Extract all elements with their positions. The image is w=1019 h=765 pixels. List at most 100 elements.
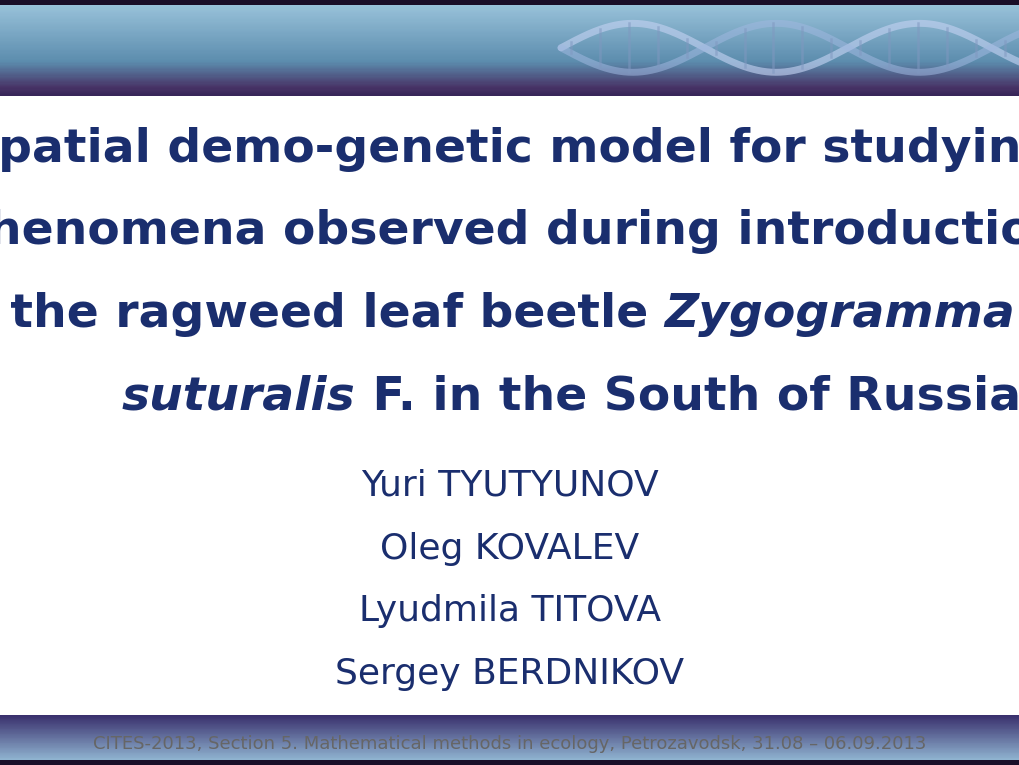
Bar bbox=[0, 67, 1019, 68]
Bar bbox=[0, 750, 1019, 752]
Bar bbox=[0, 93, 1019, 94]
Bar bbox=[0, 718, 1019, 719]
Bar bbox=[0, 37, 1019, 40]
Text: of the ragweed leaf beetle: of the ragweed leaf beetle bbox=[0, 292, 663, 337]
Bar bbox=[0, 31, 1019, 32]
Bar bbox=[0, 29, 1019, 31]
Bar bbox=[0, 763, 1019, 765]
Bar bbox=[0, 744, 1019, 746]
Bar bbox=[0, 0, 1019, 2]
Bar bbox=[0, 721, 1019, 722]
Text: phenomena observed during introduction: phenomena observed during introduction bbox=[0, 210, 1019, 254]
Bar bbox=[0, 753, 1019, 754]
Bar bbox=[0, 93, 1019, 96]
Bar bbox=[0, 739, 1019, 741]
Bar bbox=[0, 14, 1019, 15]
Bar bbox=[0, 3, 1019, 5]
Text: Sergey BERDNIKOV: Sergey BERDNIKOV bbox=[335, 657, 684, 691]
Bar bbox=[0, 47, 1019, 49]
Bar bbox=[0, 73, 1019, 75]
Bar bbox=[0, 754, 1019, 755]
Bar bbox=[0, 39, 1019, 41]
Bar bbox=[0, 28, 1019, 30]
Bar bbox=[0, 90, 1019, 92]
Bar bbox=[0, 736, 1019, 737]
Bar bbox=[0, 761, 1019, 763]
Bar bbox=[0, 4, 1019, 6]
Bar bbox=[0, 733, 1019, 734]
Bar bbox=[0, 76, 1019, 78]
Text: Spatial demo-genetic model for studying: Spatial demo-genetic model for studying bbox=[0, 127, 1019, 171]
Bar bbox=[0, 72, 1019, 74]
Bar bbox=[0, 741, 1019, 743]
Bar bbox=[0, 756, 1019, 757]
Bar bbox=[0, 59, 1019, 61]
Bar bbox=[0, 734, 1019, 736]
Bar bbox=[0, 723, 1019, 724]
Bar bbox=[0, 55, 1019, 57]
Bar bbox=[0, 52, 1019, 54]
Bar bbox=[0, 86, 1019, 89]
Bar bbox=[0, 5, 1019, 7]
Bar bbox=[0, 34, 1019, 36]
Bar bbox=[0, 741, 1019, 742]
Bar bbox=[0, 67, 1019, 70]
Bar bbox=[0, 25, 1019, 28]
Bar bbox=[0, 61, 1019, 63]
Bar bbox=[0, 60, 1019, 62]
Bar bbox=[0, 15, 1019, 17]
Bar bbox=[0, 744, 1019, 745]
Text: F. in the South of Russia: F. in the South of Russia bbox=[356, 375, 1019, 419]
Bar bbox=[0, 6, 1019, 8]
Bar bbox=[0, 82, 1019, 83]
Bar bbox=[0, 21, 1019, 23]
Bar bbox=[0, 750, 1019, 751]
Bar bbox=[0, 722, 1019, 724]
Bar bbox=[0, 752, 1019, 754]
Bar bbox=[0, 754, 1019, 756]
Bar bbox=[0, 11, 1019, 13]
Bar bbox=[0, 746, 1019, 747]
Bar bbox=[0, 71, 1019, 73]
Bar bbox=[0, 726, 1019, 728]
Bar bbox=[0, 44, 1019, 47]
Bar bbox=[0, 33, 1019, 34]
Text: suturalis: suturalis bbox=[122, 375, 356, 419]
Bar bbox=[0, 53, 1019, 55]
Bar bbox=[0, 730, 1019, 731]
Bar bbox=[0, 17, 1019, 19]
Bar bbox=[0, 724, 1019, 726]
Bar bbox=[0, 745, 1019, 747]
Bar bbox=[0, 724, 1019, 725]
Bar bbox=[0, 734, 1019, 735]
Bar bbox=[0, 57, 1019, 59]
Bar bbox=[0, 16, 1019, 18]
Bar bbox=[0, 69, 1019, 70]
Bar bbox=[0, 46, 1019, 48]
Bar bbox=[0, 751, 1019, 753]
Bar bbox=[0, 737, 1019, 739]
Bar bbox=[0, 1, 1019, 2]
Bar bbox=[0, 755, 1019, 757]
Bar bbox=[0, 88, 1019, 90]
Bar bbox=[0, 42, 1019, 44]
Text: CITES-2013, Section 5. Mathematical methods in ecology, Petrozavodsk, 31.08 – 06: CITES-2013, Section 5. Mathematical meth… bbox=[93, 735, 926, 753]
Bar bbox=[0, 725, 1019, 727]
Bar bbox=[0, 24, 1019, 26]
Bar bbox=[0, 35, 1019, 37]
Bar bbox=[0, 748, 1019, 750]
Bar bbox=[0, 0, 1019, 5]
Bar bbox=[0, 31, 1019, 34]
Bar bbox=[0, 728, 1019, 730]
Bar bbox=[0, 737, 1019, 738]
Text: Oleg KOVALEV: Oleg KOVALEV bbox=[380, 532, 639, 565]
Bar bbox=[0, 58, 1019, 60]
Bar bbox=[0, 74, 1019, 76]
Bar bbox=[0, 762, 1019, 763]
Bar bbox=[0, 763, 1019, 764]
Bar bbox=[0, 78, 1019, 80]
Bar bbox=[0, 91, 1019, 93]
Bar bbox=[0, 77, 1019, 79]
Bar bbox=[0, 80, 1019, 83]
Bar bbox=[0, 20, 1019, 21]
